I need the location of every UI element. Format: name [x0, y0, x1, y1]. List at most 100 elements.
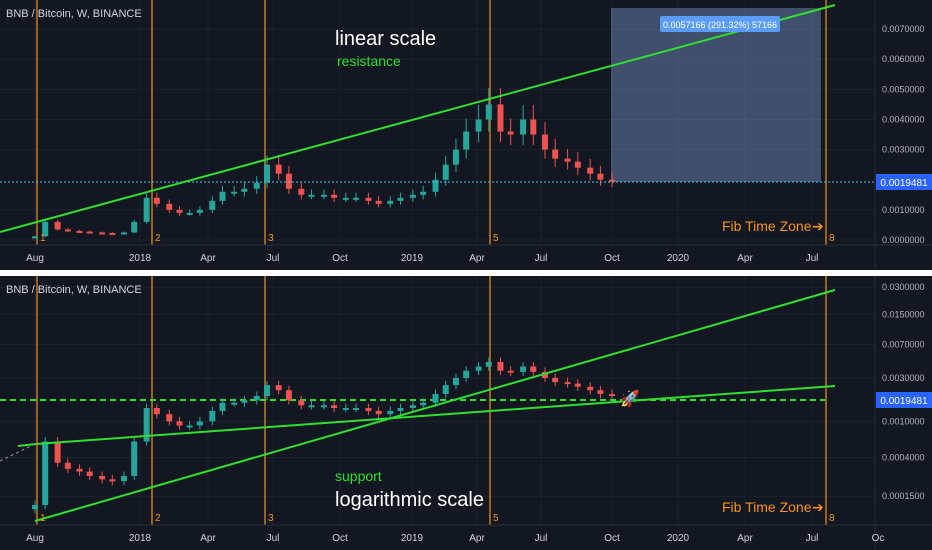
candle-body — [597, 390, 604, 394]
linear-chart-panel[interactable]: 0.0057166 (291.32%) 57166 linear scale r… — [0, 0, 932, 270]
candle-body — [463, 131, 470, 150]
x-tick-label: 2020 — [667, 533, 690, 544]
fib-number: 5 — [493, 233, 499, 244]
y-tick-label: 0.0070000 — [882, 24, 925, 34]
lower-trendline[interactable] — [17, 443, 37, 447]
candle-body — [76, 230, 83, 233]
measure-box[interactable] — [611, 8, 821, 182]
candle-body — [231, 191, 238, 194]
y-tick-label: 0.0030000 — [882, 145, 925, 155]
candle-body — [166, 414, 173, 422]
x-tick-label: 2018 — [129, 533, 152, 544]
candle-body — [597, 173, 604, 180]
x-tick-label: Oct — [332, 533, 348, 544]
candle-body — [485, 104, 492, 120]
linear-chart-canvas[interactable]: 0.0057166 (291.32%) 57166 linear scale r… — [0, 0, 932, 270]
candle-body — [375, 200, 382, 204]
flat-support-trendline[interactable] — [35, 385, 836, 445]
candle-body — [409, 405, 416, 409]
y-tick-label: 0.0001500 — [882, 491, 925, 501]
y-tick-label: 0.0004000 — [882, 452, 925, 462]
candle-body — [241, 400, 248, 403]
candle-body — [331, 194, 338, 198]
candle-body — [275, 385, 282, 391]
candle-body — [353, 197, 360, 200]
candle-body — [541, 371, 548, 378]
panel-divider — [0, 270, 932, 276]
fib-time-zone-label: Fib Time Zone — [722, 218, 812, 234]
candle-body — [442, 385, 449, 394]
candle-body — [564, 158, 571, 162]
candle-body — [99, 232, 106, 235]
fib-number: 2 — [155, 233, 161, 244]
candle-body — [42, 221, 49, 237]
candle-body — [587, 167, 594, 174]
fib-numbers: 1 2 3 5 8 — [40, 233, 835, 244]
x-tick-label: 2020 — [667, 253, 690, 264]
log-chart-panel[interactable]: 🚀 support logarithmic scale Fib Time Zon… — [0, 276, 932, 550]
resistance-trendline[interactable] — [0, 4, 836, 233]
log-chart-canvas[interactable]: 🚀 support logarithmic scale Fib Time Zon… — [0, 276, 932, 550]
candle-body — [86, 231, 93, 234]
y-tick-label: 0.0060000 — [882, 54, 925, 64]
x-tick-label: Oc — [872, 533, 885, 544]
current-price-label: 0.0019481 — [880, 178, 928, 189]
candle-body — [131, 221, 138, 233]
candle-body — [131, 441, 138, 477]
measure-label-box — [660, 16, 780, 32]
y-tick-label: 0.0030000 — [882, 373, 925, 383]
candle-body — [507, 370, 514, 373]
candle-body — [109, 479, 116, 482]
x-tick-label: Jul — [267, 253, 280, 264]
x-tick-label: Jul — [806, 533, 819, 544]
fib-number: 3 — [268, 233, 274, 244]
price-axis[interactable]: 0.0300000 0.0150000 0.0070000 0.0030000 0.00… — [882, 282, 925, 501]
x-tick-label: Jul — [267, 533, 280, 544]
candle-body — [497, 104, 504, 132]
y-tick-label: 0.0010000 — [882, 416, 925, 426]
candle-body — [452, 377, 459, 386]
candle-body — [475, 366, 482, 371]
x-tick-label: 2019 — [401, 533, 424, 544]
current-price-label: 0.0019481 — [880, 396, 928, 407]
candle-body — [99, 476, 106, 480]
candle-body — [609, 179, 616, 182]
candle-body — [196, 421, 203, 426]
time-axis[interactable]: Aug 2018 Apr Jul Oct 2019 Apr Jul Oct 2020 Apr Jul — [26, 253, 818, 264]
candle-body — [166, 203, 173, 210]
candle-body — [387, 200, 394, 204]
time-axis[interactable]: Aug 2018 Apr Jul Oct 2019 Apr Jul Oct 2020 Apr Jul O… — [26, 533, 884, 544]
fib-time-zone-lines — [36, 0, 827, 245]
candle-body — [275, 164, 282, 174]
current-price-marker — [876, 392, 932, 408]
candle-body — [320, 194, 327, 197]
candle-body — [375, 410, 382, 415]
candle-body — [219, 402, 226, 411]
candle-body — [121, 476, 128, 482]
fib-time-zone-label: Fib Time Zone — [722, 499, 812, 515]
candle-body — [64, 462, 71, 469]
candle-body — [264, 164, 271, 183]
candle-body — [153, 197, 160, 204]
support-trendline[interactable] — [34, 289, 836, 522]
measure-label: 0.0057166 (291.32%) 57166 — [663, 20, 777, 30]
candle-body — [552, 149, 559, 159]
candle-body — [264, 385, 271, 396]
x-tick-label: Jul — [535, 533, 548, 544]
candle-body — [109, 233, 116, 236]
scale-label: linear scale — [335, 28, 436, 50]
candle-body — [32, 504, 38, 510]
candle-body — [253, 395, 260, 401]
candle-body — [209, 410, 216, 422]
price-axis[interactable]: 0.0070000 0.0060000 0.0050000 0.0040000 0.00… — [882, 24, 925, 245]
candle-body — [530, 119, 537, 135]
candle-body — [520, 366, 527, 372]
candle-body — [485, 361, 492, 367]
fib-number: 8 — [829, 513, 835, 524]
candle-body — [432, 179, 439, 192]
scale-label: logarithmic scale — [335, 489, 484, 511]
candle-body — [397, 408, 404, 411]
candle-body — [365, 197, 372, 201]
candle-body — [574, 161, 581, 168]
candle-body — [76, 468, 83, 472]
